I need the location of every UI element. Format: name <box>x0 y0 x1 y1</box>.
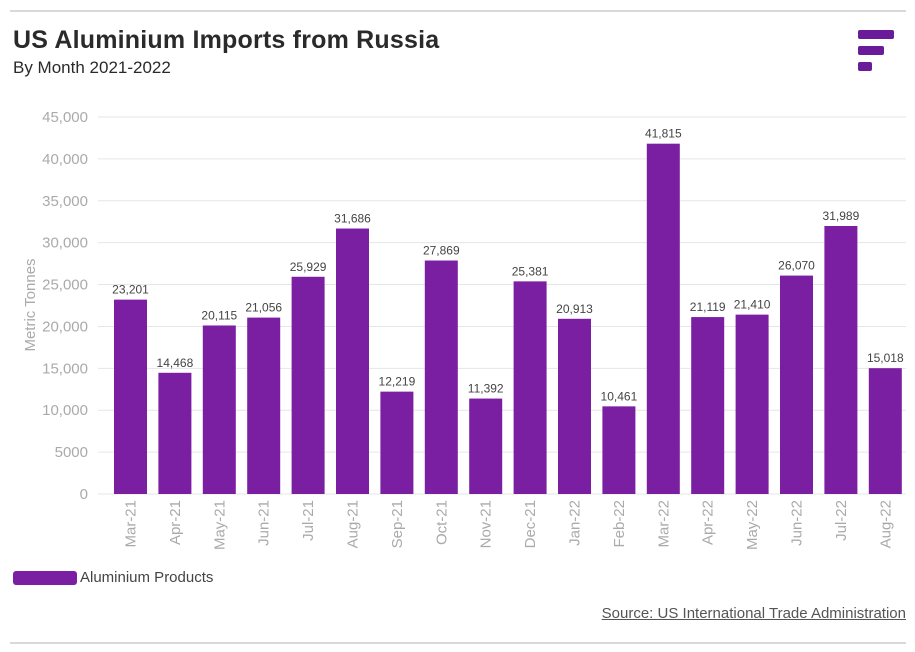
bar <box>558 318 591 494</box>
bar <box>691 317 725 494</box>
source-link[interactable]: Source: US International Trade Administr… <box>601 605 906 622</box>
y-tick-label: 5000 <box>55 444 88 461</box>
x-tick-label: Mar-21 <box>123 500 140 548</box>
x-tick-label: Feb-22 <box>611 500 628 548</box>
bar-value-label: 27,869 <box>423 244 460 258</box>
bar-value-label: 11,392 <box>468 382 504 396</box>
bar-value-label: 20,115 <box>201 308 237 322</box>
x-tick-label: Mar-22 <box>655 500 672 548</box>
bar <box>735 314 769 494</box>
legend-swatch <box>13 570 77 585</box>
bar-value-label: 25,381 <box>512 264 549 278</box>
x-tick-label: Aug-22 <box>877 500 894 548</box>
x-tick-label: Oct-21 <box>433 500 450 545</box>
y-tick-label: 20,000 <box>42 318 88 335</box>
bar-value-label: 41,815 <box>645 127 682 141</box>
y-tick-label: 0 <box>80 486 88 503</box>
x-axis-ticks: Mar-21 Apr-21 May-21 Jun-21 Jul-21 Aug-21 Sep-… <box>123 500 895 550</box>
x-tick-label: Dec-21 <box>522 500 539 548</box>
x-tick-label: May-22 <box>744 500 761 550</box>
bar-value-label: 25,929 <box>290 260 327 274</box>
bar <box>469 398 503 494</box>
y-tick-label: 30,000 <box>42 235 88 252</box>
bar-value-label: 21,056 <box>245 301 282 315</box>
bar <box>602 406 636 494</box>
bar <box>202 325 236 494</box>
bar-value-label: 15,018 <box>867 351 904 365</box>
chart-title: US Aluminium Imports from Russia <box>13 26 440 54</box>
bar-value-label: 21,410 <box>734 298 771 312</box>
bar <box>158 372 192 494</box>
bar <box>247 317 281 494</box>
bar <box>291 276 325 494</box>
bar <box>424 260 458 494</box>
bar <box>336 228 369 494</box>
x-tick-label: Jun-22 <box>789 500 806 546</box>
x-tick-label: Jun-21 <box>256 500 273 546</box>
bar-value-label: 10,461 <box>601 389 638 403</box>
top-divider <box>10 10 906 12</box>
bar <box>513 281 547 494</box>
bars: 23,201 14,468 20,115 21,056 25,929 31,686 12,2… <box>112 127 904 494</box>
bar-value-label: 12,219 <box>379 375 416 389</box>
x-tick-label: Apr-22 <box>700 500 717 545</box>
bar-value-label: 31,989 <box>823 209 860 223</box>
x-tick-label: Sep-21 <box>389 500 406 548</box>
y-tick-label: 40,000 <box>42 151 88 168</box>
bar <box>824 226 858 494</box>
legend-label: Aluminium Products <box>80 569 214 586</box>
y-tick-label: 45,000 <box>42 109 88 126</box>
x-tick-label: Jul-22 <box>833 500 850 541</box>
bar <box>780 275 813 494</box>
bar-value-label: 31,686 <box>334 212 371 226</box>
y-tick-label: 35,000 <box>42 193 88 210</box>
chart-subtitle: By Month 2021-2022 <box>13 58 171 77</box>
bar <box>868 368 902 494</box>
bar <box>114 299 147 494</box>
bar-value-label: 23,201 <box>112 283 149 297</box>
y-axis-ticks: 0 5000 10,000 15,000 20,000 25,000 30,000 35,00… <box>42 109 88 503</box>
x-tick-label: Apr-21 <box>167 500 184 545</box>
legend: Aluminium Products <box>13 569 213 586</box>
x-tick-label: Jan-22 <box>567 500 584 546</box>
bar-value-label: 20,913 <box>556 302 593 316</box>
x-tick-label: Jul-21 <box>300 500 317 541</box>
y-tick-label: 10,000 <box>42 402 88 419</box>
bar-value-label: 21,119 <box>690 300 726 314</box>
bottom-divider <box>10 642 906 644</box>
bar-value-label: 26,070 <box>778 259 815 273</box>
y-axis-label: Metric Tonnes <box>22 258 39 351</box>
bar <box>380 391 414 494</box>
bar-value-label: 14,468 <box>157 356 194 370</box>
x-tick-label: Aug-21 <box>345 500 362 548</box>
x-tick-label: Nov-21 <box>478 500 495 548</box>
brand-logo-icon <box>858 30 894 72</box>
bar <box>646 143 680 494</box>
x-tick-label: May-21 <box>211 500 228 550</box>
y-tick-label: 25,000 <box>42 277 88 294</box>
y-tick-label: 15,000 <box>42 360 88 377</box>
